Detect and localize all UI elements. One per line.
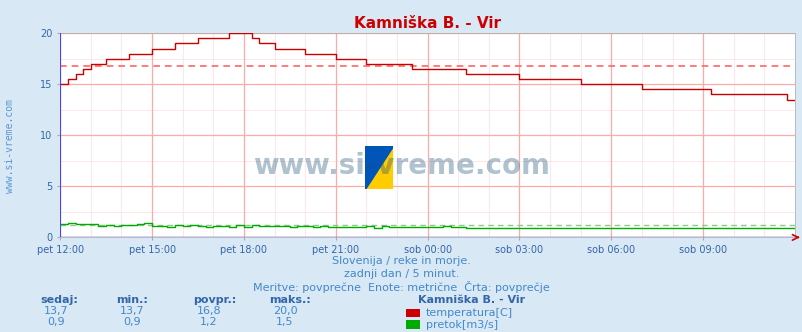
Text: povpr.:: povpr.: — [192, 295, 236, 305]
Text: www.si-vreme.com: www.si-vreme.com — [253, 152, 549, 180]
Text: temperatura[C]: temperatura[C] — [425, 308, 512, 318]
Text: sedaj:: sedaj: — [40, 295, 78, 305]
Text: maks.:: maks.: — [269, 295, 310, 305]
Text: 0,9: 0,9 — [47, 317, 65, 327]
Text: 13,7: 13,7 — [44, 306, 68, 316]
Text: 13,7: 13,7 — [120, 306, 144, 316]
Text: pretok[m3/s]: pretok[m3/s] — [425, 320, 497, 330]
Polygon shape — [365, 146, 393, 189]
Title: Kamniška B. - Vir: Kamniška B. - Vir — [354, 16, 500, 31]
Bar — [405, 309, 419, 317]
Text: Slovenija / reke in morje.: Slovenija / reke in morje. — [332, 256, 470, 266]
Polygon shape — [365, 146, 393, 189]
Text: Kamniška B. - Vir: Kamniška B. - Vir — [417, 295, 524, 305]
Text: min.:: min.: — [116, 295, 148, 305]
Text: zadnji dan / 5 minut.: zadnji dan / 5 minut. — [343, 269, 459, 279]
Text: 20,0: 20,0 — [273, 306, 297, 316]
Text: 0,9: 0,9 — [124, 317, 141, 327]
Text: 1,5: 1,5 — [276, 317, 294, 327]
Bar — [405, 320, 419, 329]
Text: Meritve: povprečne  Enote: metrične  Črta: povprečje: Meritve: povprečne Enote: metrične Črta:… — [253, 281, 549, 293]
Text: 1,2: 1,2 — [200, 317, 217, 327]
Text: 16,8: 16,8 — [196, 306, 221, 316]
Text: www.si-vreme.com: www.si-vreme.com — [5, 99, 14, 193]
